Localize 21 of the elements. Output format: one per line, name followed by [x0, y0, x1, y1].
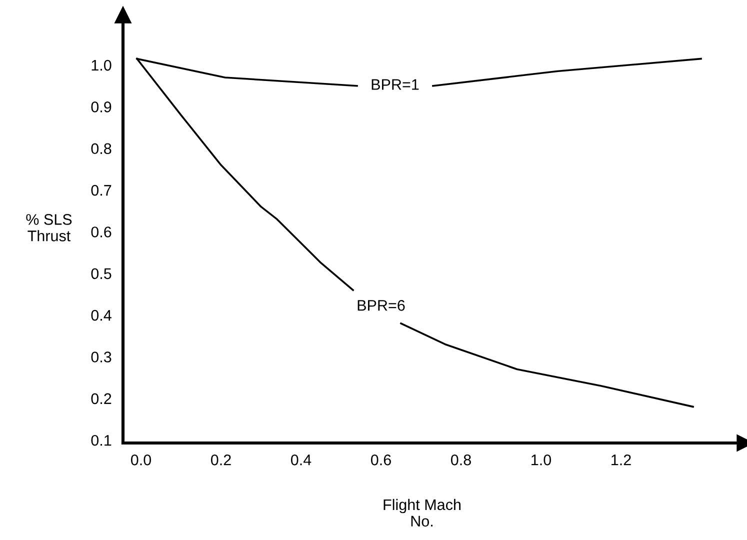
series-label: BPR=6: [358, 300, 405, 311]
y-tick-label: 0.8: [91, 143, 112, 154]
y-tick-label: 0.7: [91, 184, 112, 196]
x-tick-label: 0.8: [450, 454, 471, 466]
y-tick-label: 0.6: [91, 226, 112, 238]
x-tick-label: 0.6: [370, 454, 391, 466]
x-tick-label: 0.0: [130, 454, 152, 466]
y-tick-label: 0.2: [91, 393, 112, 404]
x-tick-label: 1.0: [532, 454, 552, 466]
y-tick-label: 0.9: [91, 102, 112, 112]
x-axis-title: Flight Mach No.: [384, 498, 460, 527]
y-tick-label: 0.3: [91, 352, 112, 362]
x-tick-label: 0.2: [210, 454, 231, 466]
y-tick-label: 1.0: [92, 60, 112, 71]
y-tick-label: 0.1: [91, 434, 112, 446]
y-tick-label: 0.4: [91, 310, 112, 321]
y-axis-title: % SLS Thrust: [26, 214, 72, 242]
y-tick-label: 0.5: [91, 268, 112, 280]
series-label: BPR=1: [372, 79, 419, 90]
x-tick-label: 1.2: [612, 454, 631, 466]
x-tick-label: 0.4: [290, 454, 312, 466]
